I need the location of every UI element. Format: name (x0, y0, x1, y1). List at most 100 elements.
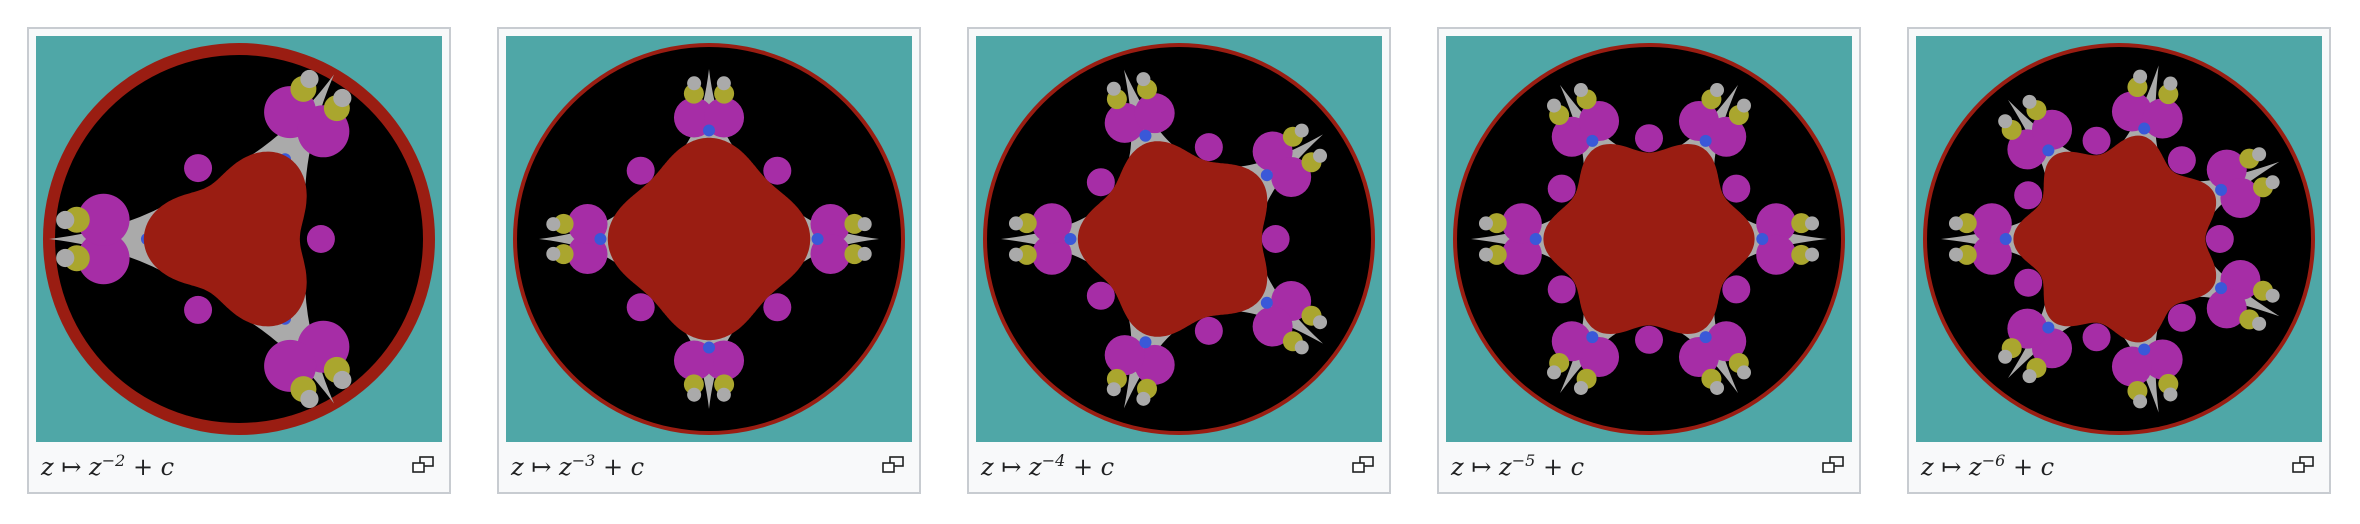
caption-base: z (89, 453, 102, 481)
fractal-bud (2133, 394, 2147, 408)
fractal-bud (717, 388, 731, 402)
fractal-bud (1009, 248, 1023, 262)
fractal-bud (1195, 133, 1223, 161)
caption-arrow: ↦ (61, 453, 81, 481)
fractal-bud (1548, 175, 1576, 203)
fractal-bud (333, 371, 351, 389)
fractal-bud (1087, 168, 1115, 196)
fractal-bud (1998, 114, 2012, 128)
enlarge-icon[interactable] (1351, 455, 1375, 475)
fractal-bud (1547, 365, 1561, 379)
fractal-bud (858, 247, 872, 261)
fractal-image (506, 36, 912, 442)
fractal-bud (1313, 149, 1327, 163)
fractal-bud (858, 217, 872, 231)
fractal-bud (1107, 382, 1121, 396)
fractal-bud (703, 342, 715, 354)
fractal-bud (763, 293, 791, 321)
fractal-bud (1586, 135, 1598, 147)
caption-exponent: −6 (1982, 451, 2006, 470)
fractal-bud (1949, 216, 1963, 230)
fractal-image (1446, 36, 1852, 442)
fractal-image (1916, 36, 2322, 442)
fractal-bud (812, 233, 824, 245)
fractal-image (976, 36, 1382, 442)
fractal-bud (1586, 331, 1598, 343)
fractal-bud (300, 390, 318, 408)
fractal-bud (2042, 144, 2054, 156)
caption-arrow: ↦ (1941, 453, 1961, 481)
fractal-bud (2163, 387, 2177, 401)
gallery-caption: z ↦ z−6 + c (1921, 447, 2054, 487)
fractal-bud (1737, 365, 1751, 379)
fractal-bud (1574, 83, 1588, 97)
fractal-bud (2000, 233, 2012, 245)
caption-tail: + c (1543, 453, 1584, 481)
caption-var: z (41, 453, 54, 481)
enlarge-icon[interactable] (411, 455, 435, 475)
fractal-bud (2023, 369, 2037, 383)
fractal-bud (546, 247, 560, 261)
fractal-thumbnail[interactable] (1446, 36, 1852, 442)
fractal-bud (627, 293, 655, 321)
fractal-bud (1998, 350, 2012, 364)
fractal-bud (1313, 315, 1327, 329)
fractal-thumbnail[interactable] (36, 36, 442, 442)
enlarge-icon[interactable] (2291, 455, 2315, 475)
fractal-bud (687, 76, 701, 90)
fractal-thumbnail[interactable] (976, 36, 1382, 442)
caption-exponent: −3 (572, 451, 596, 470)
fractal-bud (703, 124, 715, 136)
fractal-bud (333, 89, 351, 107)
fractal-thumbnail[interactable] (506, 36, 912, 442)
caption-var: z (511, 453, 524, 481)
caption-arrow: ↦ (531, 453, 551, 481)
gallery-item: z ↦ z−5 + c (1437, 27, 1861, 494)
fractal-bud (1805, 248, 1819, 262)
fractal-bud (184, 296, 212, 324)
fractal-bud (2023, 95, 2037, 109)
caption-tail: + c (603, 453, 644, 481)
enlarge-icon[interactable] (881, 455, 905, 475)
fractal-bud (300, 70, 318, 88)
fractal-bud (1136, 72, 1150, 86)
fractal-bud (1547, 99, 1561, 113)
fractal-bud (1135, 93, 1175, 133)
fractal-bud (2266, 175, 2280, 189)
fractal-thumbnail[interactable] (1916, 36, 2322, 442)
fractal-bud (56, 249, 74, 267)
fractal-bud (1087, 282, 1115, 310)
caption-tail: + c (2013, 453, 2054, 481)
fractal-bud (1195, 317, 1223, 345)
fractal-bud (1635, 326, 1663, 354)
fractal-bud (2168, 304, 2196, 332)
fractal-bud (1530, 233, 1542, 245)
caption-base: z (1499, 453, 1512, 481)
fractal-bud (2252, 317, 2266, 331)
fractal-bud (717, 76, 731, 90)
fractal-image (36, 36, 442, 442)
fractal-bud (1479, 248, 1493, 262)
caption-base: z (1969, 453, 1982, 481)
fractal-bud (1009, 216, 1023, 230)
fractal-bud (1479, 216, 1493, 230)
fractal-bud (1700, 331, 1712, 343)
fractal-bud (56, 211, 74, 229)
fractal-bud (1262, 225, 1290, 253)
gallery-caption: z ↦ z−2 + c (41, 447, 174, 487)
caption-arrow: ↦ (1471, 453, 1491, 481)
fractal-bud (1756, 233, 1768, 245)
enlarge-icon[interactable] (1821, 455, 1845, 475)
gallery-caption: z ↦ z−4 + c (981, 447, 1114, 487)
caption-base: z (1029, 453, 1042, 481)
fractal-bud (1548, 275, 1576, 303)
fractal-bud (1737, 99, 1751, 113)
gallery-item: z ↦ z−6 + c (1907, 27, 2331, 494)
fractal-bud (1107, 82, 1121, 96)
fractal-bud (2206, 225, 2234, 253)
caption-tail: + c (1073, 453, 1114, 481)
fractal-bud (2252, 147, 2266, 161)
fractal-bud (1139, 130, 1151, 142)
fractal-bud (184, 154, 212, 182)
